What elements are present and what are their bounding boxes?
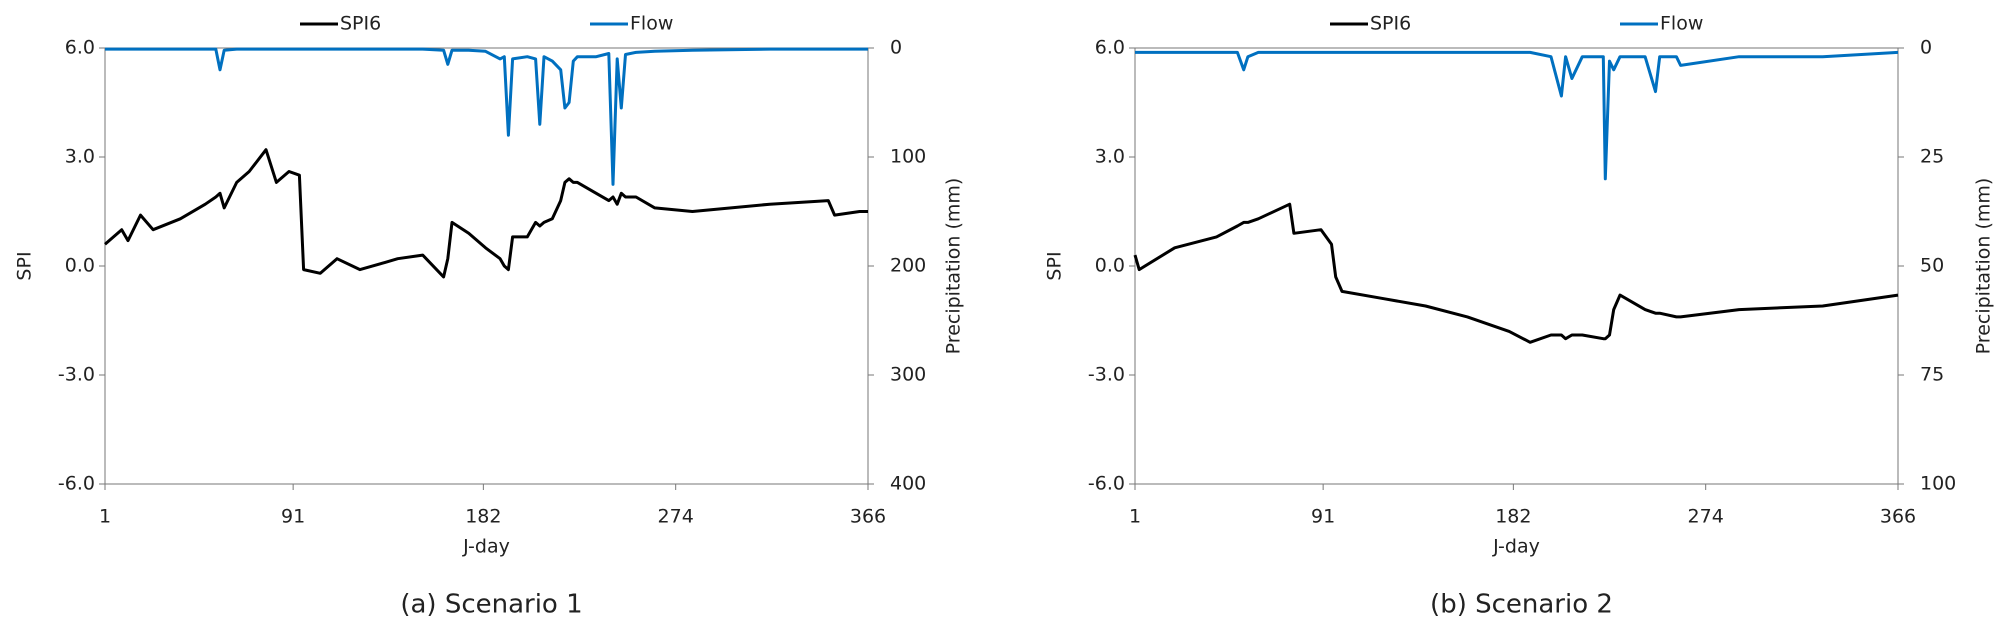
y-axis-label: SPI [14,251,36,280]
y-tick-label: -6.0 [58,473,95,495]
x-tick-label: 274 [1688,506,1724,528]
y2-tick-label: 200 [890,255,926,277]
y-tick-label: 0.0 [65,255,95,277]
series-line [1135,50,1899,181]
series-line [1133,202,1899,344]
x-tick-label: 91 [1311,506,1335,528]
x-axis-label: J-day [462,536,510,558]
y-tick-label: -6.0 [1088,473,1125,495]
y2-tick-label: 0 [890,37,902,59]
x-axis-label: J-day [1492,536,1540,558]
y2-tick-label: 300 [890,364,926,386]
y2-tick-label: 0 [1920,37,1932,59]
legend-label: SPI6 [340,13,381,35]
y-tick-label: 3.0 [65,146,95,168]
y2-tick-label: 400 [890,473,926,495]
y-tick-label: 6.0 [1095,37,1125,59]
y2-tick-label: 100 [890,146,926,168]
legend-label: SPI6 [1370,13,1411,35]
y2-tick-label: 100 [1920,473,1956,495]
x-tick-label: 1 [99,506,111,528]
x-tick-label: 182 [465,506,501,528]
x-tick-label: 91 [281,506,305,528]
y-tick-label: 0.0 [1095,255,1125,277]
y2-axis-label: Precipitation (mm) [943,178,965,355]
x-tick-label: 366 [850,506,886,528]
legend-label: Flow [1660,13,1703,35]
x-tick-label: 1 [1129,506,1141,528]
y-tick-label: -3.0 [58,364,95,386]
caption: (a) Scenario 1 [400,590,582,620]
plot-frame [1134,47,1899,485]
y2-tick-label: 50 [1920,255,1944,277]
series-line [105,47,868,186]
y2-axis-label: Precipitation (mm) [1973,178,1995,355]
y-tick-label: -3.0 [1088,364,1125,386]
caption: (b) Scenario 2 [1430,590,1613,620]
y2-tick-label: 75 [1920,364,1944,386]
x-tick-label: 182 [1495,506,1531,528]
x-tick-label: 274 [658,506,694,528]
x-tick-label: 366 [1880,506,1916,528]
y-tick-label: 3.0 [1095,146,1125,168]
y2-tick-label: 25 [1920,146,1944,168]
legend-label: Flow [630,13,673,35]
y-axis-label: SPI [1044,251,1066,280]
y-tick-label: 6.0 [65,37,95,59]
series-line [104,148,868,279]
plot-frame [104,47,869,485]
